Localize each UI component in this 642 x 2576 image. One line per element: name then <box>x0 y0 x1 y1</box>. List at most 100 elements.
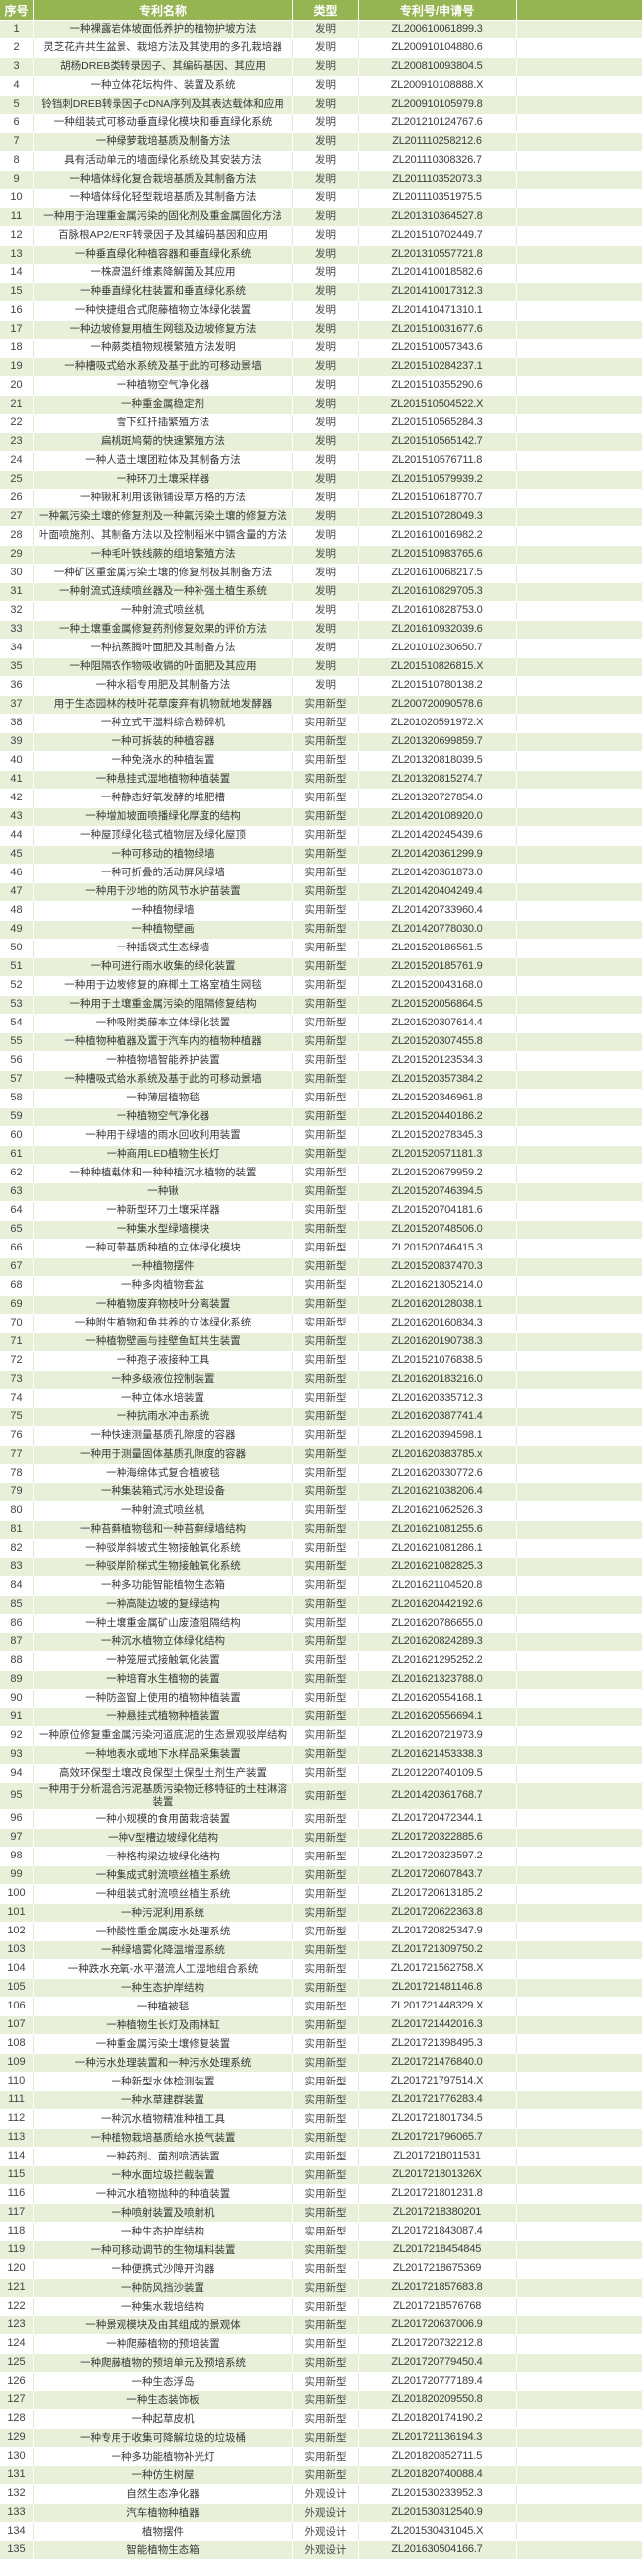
cell-empty <box>517 921 642 940</box>
cell-type: 实用新型 <box>293 1558 359 1577</box>
cell-empty <box>517 2241 642 2261</box>
cell-patent-name: 一种用于绿墙的雨水回收利用装置 <box>34 1127 293 1146</box>
cell-index: 29 <box>0 546 34 565</box>
cell-index: 22 <box>0 415 34 433</box>
cell-empty <box>517 827 642 846</box>
cell-empty <box>517 1558 642 1577</box>
cell-patent-name: 一种立式干湿料综合粉碎机 <box>34 715 293 733</box>
cell-index: 31 <box>0 583 34 602</box>
cell-type: 发明 <box>293 433 359 452</box>
table-row: 22 雪下红扦插繁殖方法 发明 ZL201510565284.3 <box>0 415 642 433</box>
col-header-empty <box>517 0 642 21</box>
cell-empty <box>517 1540 642 1558</box>
cell-patent-name: 一种沉水植物抛种的种植装置 <box>34 2185 293 2205</box>
cell-patent-name: 一种培育水生植物的装置 <box>34 1671 293 1690</box>
table-row: 121 一种防风挡沙装置 实用新型 ZL201721857683.8 <box>0 2279 642 2299</box>
cell-patent-name: 一种防风挡沙装置 <box>34 2279 293 2299</box>
cell-empty <box>517 1071 642 1090</box>
cell-empty <box>517 2354 642 2374</box>
table-row: 28 叶面喷施剂、其制备方法以及控制稻米中镉含量的方法 发明 ZL2016100169… <box>0 527 642 546</box>
table-row: 131 一种仿生树屋 实用新型 ZL201820740088.4 <box>0 2466 642 2486</box>
cell-patent-number: ZL201530233952.3 <box>359 2485 517 2505</box>
cell-type: 发明 <box>293 583 359 602</box>
cell-empty <box>517 114 642 133</box>
cell-patent-number: ZL201721797514.X <box>359 2073 517 2092</box>
cell-index: 89 <box>0 1671 34 1690</box>
cell-patent-name: 一种植物生长灯及雨林缸 <box>34 2016 293 2036</box>
cell-empty <box>517 1108 642 1127</box>
cell-index: 37 <box>0 696 34 715</box>
cell-patent-number: ZL201510826815.X <box>359 658 517 677</box>
cell-empty <box>517 1783 642 1811</box>
cell-patent-number: ZL201420404249.4 <box>359 883 517 902</box>
cell-index: 40 <box>0 752 34 771</box>
cell-type: 发明 <box>293 658 359 677</box>
cell-index: 120 <box>0 2260 34 2280</box>
table-row: 85 一种高陡边坡的复绿结构 实用新型 ZL201620442192.6 <box>0 1596 642 1615</box>
table-row: 15 一种垂直绿化柱装置和垂直绿化系统 发明 ZL201410017312.3 <box>0 283 642 302</box>
cell-empty <box>517 1652 642 1671</box>
cell-patent-number: ZL201420361299.9 <box>359 846 517 865</box>
cell-patent-number: ZL200720090578.6 <box>359 696 517 715</box>
cell-empty <box>517 415 642 433</box>
cell-type: 实用新型 <box>293 808 359 827</box>
cell-patent-name: 一种沉水植物立体绿化结构 <box>34 1633 293 1652</box>
cell-patent-number: ZL201721843087.4 <box>359 2223 517 2242</box>
cell-patent-name: 一种植物摆件 <box>34 1258 293 1277</box>
cell-patent-name: 一种静态好氧发酵的堆肥槽 <box>34 790 293 808</box>
cell-patent-number: ZL201510702449.7 <box>359 227 517 246</box>
cell-patent-number: ZL201620335712.3 <box>359 1390 517 1408</box>
cell-index: 15 <box>0 283 34 302</box>
cell-index: 20 <box>0 377 34 396</box>
cell-index: 85 <box>0 1596 34 1615</box>
cell-patent-name: 一种孢子液接种工具 <box>34 1352 293 1371</box>
cell-patent-number: ZL201520123534.3 <box>359 1052 517 1071</box>
cell-index: 113 <box>0 2129 34 2149</box>
cell-empty <box>517 490 642 508</box>
cell-patent-name: 一种多级液位控制装置 <box>34 1371 293 1390</box>
table-row: 127 一种生态装饰板 实用新型 ZL201820209550.8 <box>0 2391 642 2411</box>
cell-type: 实用新型 <box>293 1090 359 1108</box>
table-row: 39 一种可拆装的种植容器 实用新型 ZL201320699859.7 <box>0 733 642 752</box>
cell-empty <box>517 1240 642 1258</box>
cell-index: 112 <box>0 2110 34 2130</box>
table-row: 56 一种植物墙智能养护装置 实用新型 ZL201520123534.3 <box>0 1052 642 1071</box>
cell-patent-number: ZL201320818039.5 <box>359 752 517 771</box>
table-row: 105 一种生态护岸结构 实用新型 ZL201721481146.8 <box>0 1979 642 1999</box>
cell-patent-number: ZL201510057343.6 <box>359 340 517 358</box>
cell-patent-number: ZL201721442016.3 <box>359 2016 517 2036</box>
cell-empty <box>517 565 642 583</box>
cell-type: 外观设计 <box>293 2485 359 2505</box>
cell-patent-number: ZL201420108920.0 <box>359 808 517 827</box>
cell-patent-number: ZL201510780138.2 <box>359 677 517 696</box>
table-row: 90 一种防盗窗上使用的植物种植装置 实用新型 ZL201620554168.1 <box>0 1690 642 1708</box>
cell-empty <box>517 733 642 752</box>
cell-patent-name: 一种植物种植器及置于汽车内的植物种植器 <box>34 1033 293 1052</box>
cell-patent-name: 一种屋顶绿化毯式植物层及绿化屋顶 <box>34 827 293 846</box>
cell-empty <box>517 283 642 302</box>
cell-index: 130 <box>0 2448 34 2467</box>
cell-type: 发明 <box>293 39 359 58</box>
cell-index: 98 <box>0 1848 34 1867</box>
cell-patent-number: ZL201420778030.0 <box>359 921 517 940</box>
cell-index: 68 <box>0 1277 34 1296</box>
cell-patent-number: ZL201620330772.6 <box>359 1465 517 1483</box>
cell-index: 14 <box>0 265 34 283</box>
cell-patent-name: 一种可拆装的种植容器 <box>34 733 293 752</box>
cell-patent-number: ZL201721481146.8 <box>359 1979 517 1999</box>
table-row: 8 具有活动单元的墙面绿化系统及其安装方法 发明 ZL201110308326.7 <box>0 152 642 171</box>
cell-empty <box>517 1998 642 2017</box>
table-row: 78 一种海绵体式复合植被毯 实用新型 ZL201620330772.6 <box>0 1465 642 1483</box>
cell-index: 93 <box>0 1746 34 1765</box>
cell-patent-name: 一种酸性重金属废水处理系统 <box>34 1923 293 1942</box>
cell-type: 实用新型 <box>293 1979 359 1999</box>
cell-patent-name: 一种防盗窗上使用的植物种植装置 <box>34 1690 293 1708</box>
cell-empty <box>517 1277 642 1296</box>
cell-patent-number: ZL201721448329.X <box>359 1998 517 2017</box>
cell-index: 57 <box>0 1071 34 1090</box>
cell-type: 实用新型 <box>293 2448 359 2467</box>
cell-patent-number: ZL201721857683.8 <box>359 2279 517 2299</box>
cell-patent-name: 一种植物空气净化器 <box>34 1108 293 1127</box>
cell-type: 发明 <box>293 77 359 96</box>
cell-empty <box>517 1960 642 1980</box>
